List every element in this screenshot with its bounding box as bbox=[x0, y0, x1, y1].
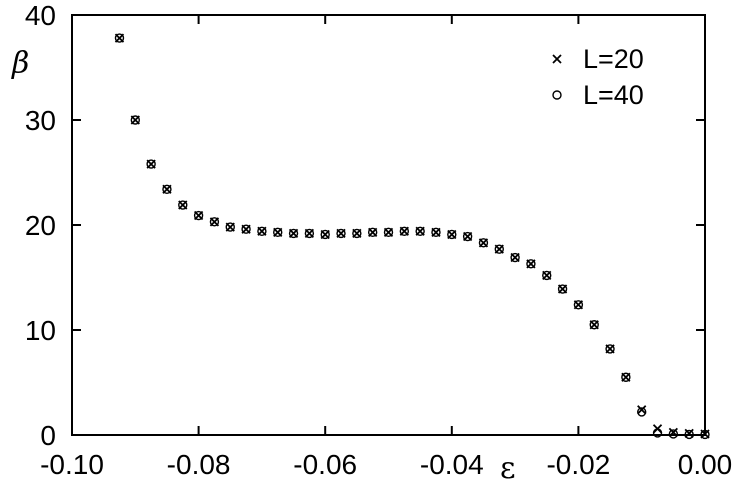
data-point-l20 bbox=[637, 405, 647, 415]
data-point-l40 bbox=[304, 228, 315, 239]
data-point-l40 bbox=[209, 217, 220, 227]
plot-frame bbox=[71, 14, 706, 436]
legend-label: L=40 bbox=[583, 80, 644, 110]
data-point-l40 bbox=[542, 270, 552, 281]
data-point-l40 bbox=[431, 227, 441, 238]
x-tick-label: -0.10 bbox=[40, 449, 104, 480]
cross-stroke bbox=[668, 427, 678, 438]
data-point-l40 bbox=[352, 228, 362, 239]
data-point-l40 bbox=[510, 252, 520, 263]
y-tick-label: 30 bbox=[25, 105, 56, 136]
data-point-l40 bbox=[241, 224, 251, 234]
data-point-l40 bbox=[288, 228, 299, 239]
x-tick-label: -0.04 bbox=[420, 449, 484, 480]
data-point-l40 bbox=[684, 429, 694, 440]
data-point-l40 bbox=[399, 226, 410, 237]
data-point-l40 bbox=[320, 229, 330, 240]
data-point-l40 bbox=[605, 344, 615, 354]
data-point-l40 bbox=[114, 33, 125, 43]
data-point-l20 bbox=[668, 427, 678, 438]
y-tick-label: 20 bbox=[25, 210, 56, 241]
x-tick-label: 0.00 bbox=[678, 449, 733, 480]
data-point-l40 bbox=[178, 200, 188, 210]
y-axis-label: β bbox=[11, 46, 29, 81]
data-point-l40 bbox=[415, 226, 425, 237]
data-point-l40 bbox=[383, 227, 394, 238]
data-points bbox=[114, 33, 710, 440]
data-point-l40 bbox=[621, 372, 631, 382]
axis-ticks bbox=[71, 14, 706, 436]
y-tick-label: 40 bbox=[25, 0, 56, 31]
data-point-l40 bbox=[257, 226, 267, 237]
x-axis-label: ε bbox=[500, 451, 516, 482]
tick-labels: -0.10 -0.08 -0.06 -0.04 -0.02 0.00 0 10 20 30 40 bbox=[25, 0, 732, 480]
data-point-l40 bbox=[668, 429, 679, 439]
data-point-l40 bbox=[573, 300, 584, 310]
data-point-l40 bbox=[557, 284, 568, 294]
data-point-l40 bbox=[494, 244, 504, 254]
legend: L=20 L=40 bbox=[552, 44, 644, 110]
data-point-l40 bbox=[589, 320, 599, 330]
data-point-l40 bbox=[146, 159, 156, 169]
data-point-l40 bbox=[447, 229, 457, 240]
cross-stroke bbox=[552, 54, 562, 64]
data-point-l40 bbox=[478, 238, 489, 248]
data-point-l40 bbox=[526, 259, 536, 269]
x-tick-label: -0.02 bbox=[546, 449, 610, 480]
data-point-l40 bbox=[130, 115, 141, 125]
cross-stroke bbox=[637, 405, 647, 415]
x-tick-label: -0.06 bbox=[293, 449, 357, 480]
legend-label: L=20 bbox=[583, 44, 644, 74]
data-point-l40 bbox=[637, 407, 647, 417]
data-point-l40 bbox=[462, 231, 473, 242]
y-tick-label: 10 bbox=[25, 315, 56, 346]
data-point-l40 bbox=[273, 227, 283, 238]
data-point-l40 bbox=[367, 227, 378, 238]
data-point-l40 bbox=[193, 210, 204, 221]
data-point-l40 bbox=[336, 228, 346, 239]
data-point-l40 bbox=[225, 222, 235, 232]
y-tick-label: 0 bbox=[40, 420, 56, 451]
x-tick-label: -0.08 bbox=[167, 449, 231, 480]
data-point-l40 bbox=[162, 184, 172, 195]
legend-marker-circle bbox=[552, 90, 562, 100]
legend-marker-cross bbox=[552, 54, 562, 64]
data-point-l40 bbox=[700, 429, 710, 440]
data-point-l40 bbox=[652, 428, 663, 438]
